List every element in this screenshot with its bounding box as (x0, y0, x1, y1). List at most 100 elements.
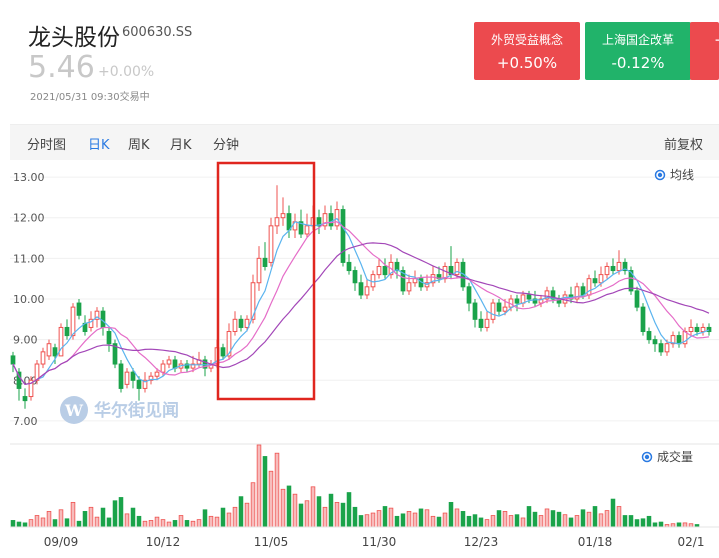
candle-body (490, 302, 496, 320)
volume-bar (382, 506, 388, 528)
volume-bar (304, 500, 310, 528)
volume-bar (592, 506, 598, 528)
tab-minute[interactable]: 分钟 (213, 138, 240, 153)
volume-bar (334, 501, 340, 528)
tab-weekly-k[interactable]: 周K (128, 138, 150, 153)
volume-bar (154, 516, 160, 528)
candle-body (544, 290, 550, 300)
price-adjust-selector[interactable]: 前复权 (663, 138, 703, 153)
volume-bar (52, 519, 58, 528)
volume-bars (10, 444, 700, 528)
volume-bar (28, 519, 34, 528)
volume-bar (298, 503, 304, 528)
candle-body (76, 302, 82, 316)
volume-bar (586, 511, 592, 528)
candle-body (400, 270, 406, 292)
volume-bar (376, 510, 382, 528)
volume-bar (574, 515, 580, 528)
candle-body (448, 265, 454, 276)
price-tick-label: 9.00 (13, 334, 38, 347)
volume-bar (316, 496, 322, 528)
candle-body (52, 347, 58, 357)
volume-bar (166, 521, 172, 528)
volume-bar (544, 508, 550, 528)
stock-code: 600630.SS (122, 25, 193, 40)
volume-bar (370, 512, 376, 528)
date-axis: 09/09 10/12 11/05 11/30 12/23 01/18 02/1 (44, 535, 705, 549)
candle-body (646, 331, 652, 341)
concept-value: -0.12% (611, 54, 665, 72)
volume-bar (646, 515, 652, 528)
tab-daily-k[interactable]: 日K (88, 138, 110, 153)
ma-legend[interactable]: 均线 (654, 168, 695, 182)
volume-bar (466, 515, 472, 528)
volume-bar (436, 516, 442, 528)
candle-body (700, 326, 706, 333)
concept-card-shanghai-soe[interactable]: 上海国企改革 -0.12% (585, 22, 691, 80)
price-grid (10, 176, 719, 422)
volume-bar (580, 509, 586, 528)
volume-bar (214, 516, 220, 528)
volume-bar (340, 502, 346, 528)
stock-name: 龙头股份 (28, 25, 120, 51)
volume-legend[interactable]: 成交量 (641, 449, 694, 464)
ma10-line (12, 221, 710, 386)
volume-bar (454, 508, 460, 528)
volume-bar (250, 482, 256, 528)
volume-bar (424, 509, 430, 528)
candle-body (244, 318, 250, 328)
volume-bar (142, 520, 148, 528)
candle-body (688, 326, 694, 333)
volume-bar (478, 517, 484, 528)
volume-bar (508, 515, 514, 528)
candle-body (574, 286, 580, 300)
candle-body (550, 290, 556, 300)
volume-bar (358, 515, 364, 528)
candle-body (376, 265, 382, 276)
candle-body (268, 225, 274, 263)
concept-card-foreign-trade[interactable]: 外贸受益概念 +0.50% (474, 22, 580, 80)
price-tick-label: 10.00 (13, 293, 45, 306)
candle-body (148, 375, 154, 381)
candle-body (16, 371, 22, 389)
candle-body (538, 298, 544, 304)
chart-tab-bar: 分时图 日K 周K 月K 分钟 前复权 (10, 124, 719, 160)
volume-bar (178, 515, 184, 528)
stock-change: +0.00% (98, 64, 155, 80)
trading-status: 2021/05/31 09:30交易中 (30, 92, 150, 103)
candle-body (364, 286, 370, 296)
tab-timeshare[interactable]: 分时图 (27, 138, 67, 153)
volume-bar (208, 515, 214, 528)
volume-bar (76, 520, 82, 528)
candle-body (10, 355, 16, 365)
volume-bar (124, 513, 130, 528)
volume-bar (502, 511, 508, 528)
volume-bar (160, 519, 166, 528)
volume-bar (310, 486, 316, 528)
volume-bar (526, 506, 532, 528)
tab-monthly-k[interactable]: 月K (170, 138, 192, 153)
volume-bar (106, 517, 112, 528)
candle-body (526, 294, 532, 300)
candle-body (70, 306, 76, 337)
volume-bar (40, 517, 46, 528)
candle-body (328, 213, 334, 227)
volume-bar (268, 470, 274, 528)
candle-body (232, 318, 238, 333)
candle-body (670, 335, 676, 345)
candle-body (250, 282, 256, 320)
candle-body (28, 379, 34, 398)
highlight-box (216, 161, 316, 401)
concept-card-partial[interactable]: + (690, 22, 719, 80)
candle-body (472, 302, 478, 320)
candle-body (604, 265, 610, 276)
candle-body (466, 286, 472, 304)
volume-bar (550, 510, 556, 528)
candle-body (58, 326, 64, 357)
date-tick-label: 11/05 (254, 535, 289, 549)
candle-body (124, 371, 130, 385)
candle-body (658, 343, 664, 353)
candle-body (304, 225, 310, 235)
price-tick-label: 7.00 (13, 415, 38, 428)
